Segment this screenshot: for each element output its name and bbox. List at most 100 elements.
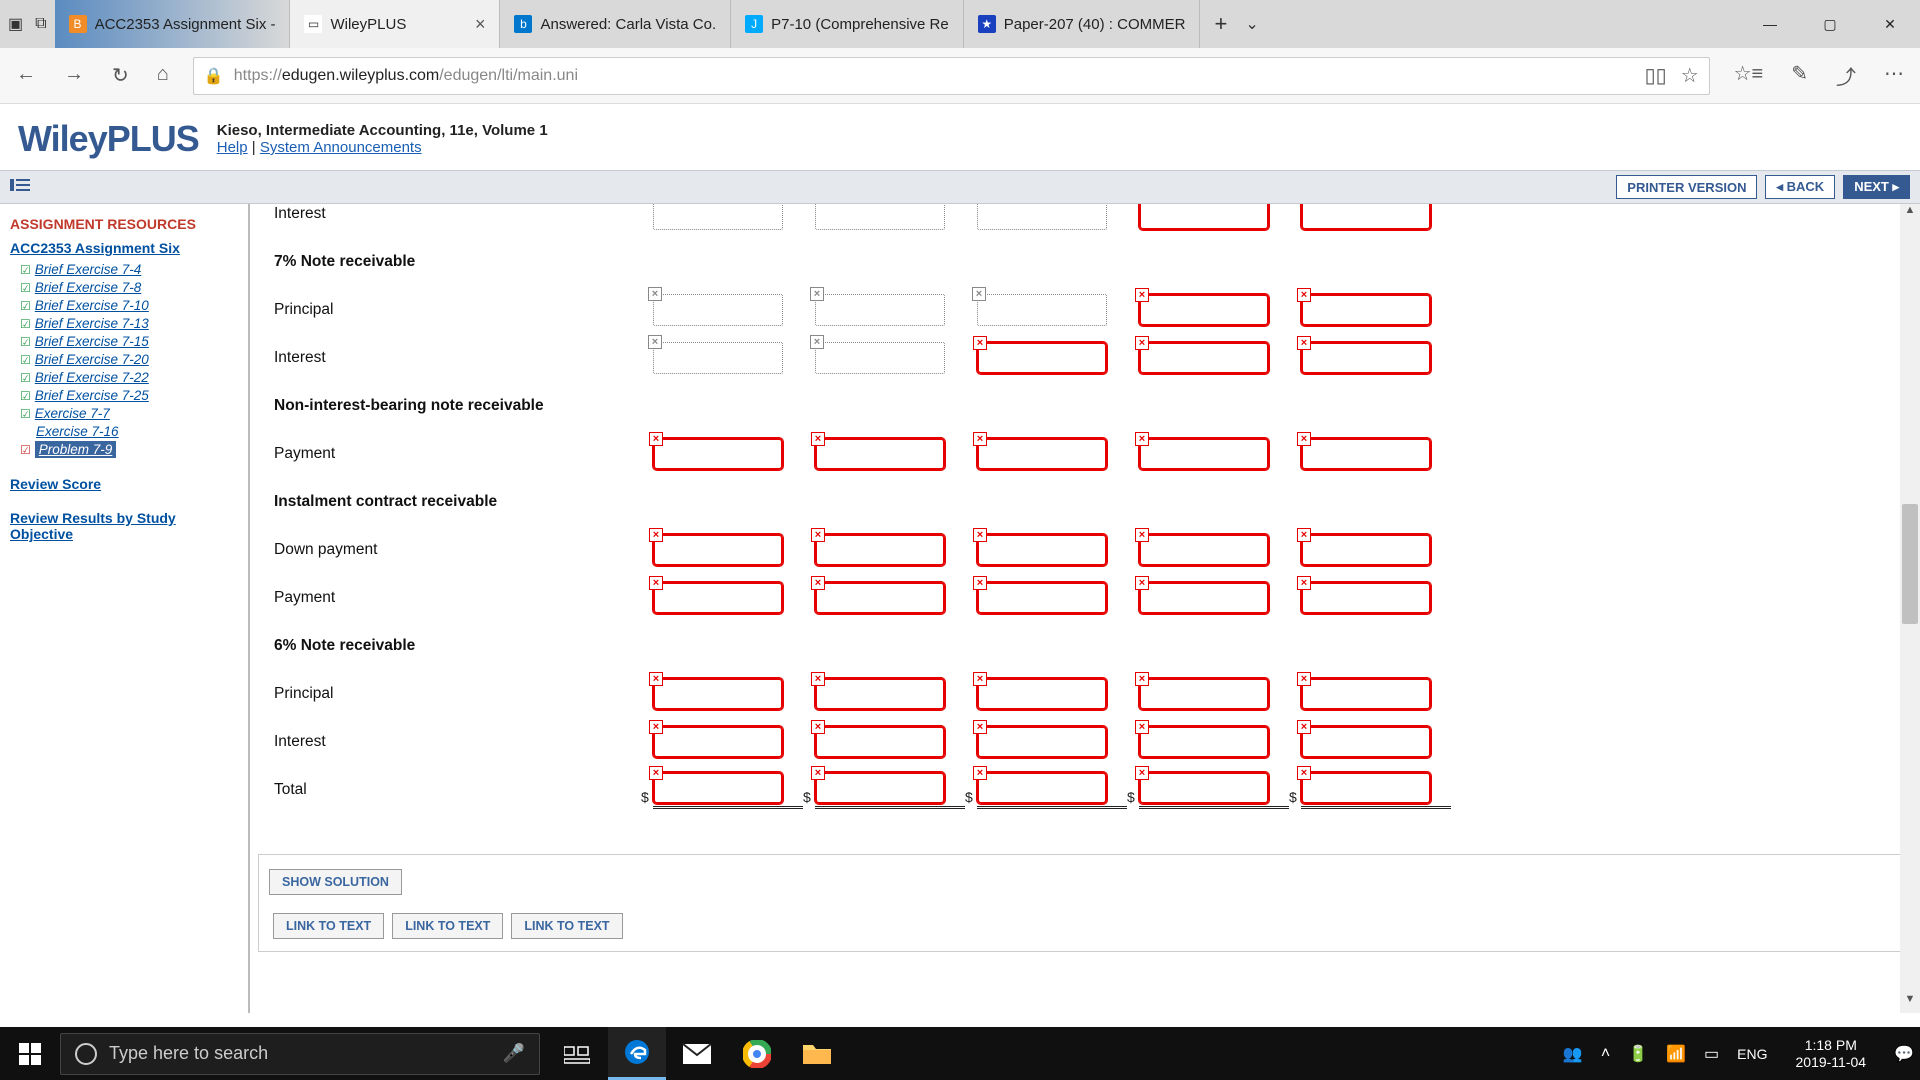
new-tab-icon[interactable]: + [1214,11,1227,37]
tab-preview-icon[interactable]: ⧉ [35,15,46,33]
input-cell[interactable]: × [1139,582,1269,614]
browser-tab[interactable]: JP7-10 (Comprehensive Re [731,0,964,48]
sidebar-item-link[interactable]: Exercise 7-7 [35,406,110,421]
input-cell[interactable]: × [1301,534,1431,566]
share-icon[interactable]: ⤴ [1836,61,1856,90]
wifi-icon[interactable]: 📶 [1666,1044,1686,1064]
battery-icon[interactable]: 🔋 [1628,1044,1648,1064]
input-cell[interactable]: × [815,678,945,710]
people-icon[interactable]: 👥 [1563,1044,1583,1064]
input-cell[interactable]: × [815,534,945,566]
show-solution-button[interactable]: SHOW SOLUTION [269,869,402,895]
notifications-icon[interactable]: 💬 [1894,1044,1914,1064]
input-cell[interactable]: × [653,342,783,374]
input-cell[interactable]: × [653,772,783,804]
assignment-link[interactable]: ACC2353 Assignment Six [10,240,238,256]
review-results-link[interactable]: Review Results by Study Objective [10,510,238,542]
review-score-link[interactable]: Review Score [10,476,238,492]
input-cell[interactable]: × [815,582,945,614]
forward-icon[interactable]: → [64,63,84,88]
refresh-icon[interactable]: ↻ [112,63,129,88]
tabs-dropdown-icon[interactable]: ⌄ [1245,14,1258,34]
input-cell[interactable] [977,204,1107,230]
input-cell[interactable]: × [1139,534,1269,566]
sidebar-item-link[interactable]: Exercise 7-16 [36,424,119,439]
input-cell[interactable]: × [653,582,783,614]
scroll-thumb[interactable] [1902,504,1918,624]
sidebar-item-link[interactable]: Brief Exercise 7-8 [35,280,142,295]
input-cell[interactable]: × [1139,678,1269,710]
scroll-up-icon[interactable]: ▲ [1900,204,1920,224]
system-announcements-link[interactable]: System Announcements [260,139,422,156]
input-cell[interactable]: × [1139,342,1269,374]
maximize-button[interactable]: ▢ [1800,0,1860,48]
help-link[interactable]: Help [217,139,248,156]
input-cell[interactable]: × [1139,726,1269,758]
minimize-button[interactable]: — [1740,0,1800,48]
input-cell[interactable]: × [977,678,1107,710]
input-cell[interactable]: × [1301,294,1431,326]
link-to-text-2[interactable]: LINK TO TEXT [392,913,503,939]
input-cell[interactable]: × [815,438,945,470]
input-cell[interactable]: × [977,342,1107,374]
tray-up-icon[interactable]: ˄ [1601,1045,1610,1063]
input-cell[interactable]: × [815,294,945,326]
link-to-text-3[interactable]: LINK TO TEXT [511,913,622,939]
input-cell[interactable]: × [977,534,1107,566]
task-view-icon[interactable] [548,1027,606,1080]
input-cell[interactable] [1139,204,1269,230]
sidebar-item-link[interactable]: Brief Exercise 7-13 [35,316,149,331]
sidebar-item-link[interactable]: Brief Exercise 7-20 [35,352,149,367]
tabs-aside-icon[interactable]: ▣ [8,14,23,34]
input-cell[interactable]: × [653,534,783,566]
vertical-scrollbar[interactable]: ▲ ▼ [1900,204,1920,1013]
printer-version-button[interactable]: PRINTER VERSION [1616,175,1757,199]
input-cell[interactable]: × [653,294,783,326]
chrome-app-icon[interactable] [728,1027,786,1080]
more-icon[interactable]: ⋯ [1884,61,1904,90]
link-to-text-1[interactable]: LINK TO TEXT [273,913,384,939]
input-cell[interactable]: × [1139,294,1269,326]
input-cell[interactable] [815,204,945,230]
input-cell[interactable]: × [1301,726,1431,758]
reading-view-icon[interactable]: ▯▯ [1645,63,1667,88]
language-indicator[interactable]: ENG [1737,1046,1767,1062]
input-cell[interactable]: × [653,678,783,710]
sidebar-item-link[interactable]: Brief Exercise 7-15 [35,334,149,349]
edge-app-icon[interactable] [608,1027,666,1080]
favorite-icon[interactable]: ☆ [1681,63,1699,88]
input-cell[interactable]: × [977,582,1107,614]
scroll-down-icon[interactable]: ▼ [1900,993,1920,1013]
favorites-list-icon[interactable]: ☆≡ [1734,61,1764,90]
sidebar-item-link[interactable]: Brief Exercise 7-10 [35,298,149,313]
close-window-button[interactable]: ✕ [1860,0,1920,48]
action-center-icon[interactable]: ▭ [1704,1044,1719,1064]
sidebar-item-link[interactable]: Problem 7-9 [35,441,117,458]
input-cell[interactable]: × [1301,772,1431,804]
input-cell[interactable]: × [1301,342,1431,374]
browser-tab[interactable]: BACC2353 Assignment Six - [55,0,291,48]
notes-icon[interactable]: ✎ [1791,61,1808,90]
browser-tab[interactable]: ★Paper-207 (40) : COMMER [964,0,1201,48]
input-cell[interactable]: × [815,726,945,758]
toggle-sidebar-icon[interactable] [10,177,30,197]
input-cell[interactable] [653,204,783,230]
browser-tab[interactable]: bAnswered: Carla Vista Co. [500,0,731,48]
input-cell[interactable]: × [815,342,945,374]
taskbar-search[interactable]: Type here to search 🎤 [60,1033,540,1075]
input-cell[interactable]: × [653,438,783,470]
browser-tab[interactable]: ▭WileyPLUS× [290,0,500,48]
sidebar-item-link[interactable]: Brief Exercise 7-22 [35,370,149,385]
input-cell[interactable]: × [653,726,783,758]
input-cell[interactable]: × [977,726,1107,758]
input-cell[interactable]: × [1139,772,1269,804]
input-cell[interactable] [1301,204,1431,230]
sidebar-item-link[interactable]: Brief Exercise 7-4 [35,262,142,277]
input-cell[interactable]: × [977,438,1107,470]
address-bar[interactable]: 🔒 https://edugen.wileyplus.com/edugen/lt… [193,57,1710,95]
input-cell[interactable]: × [1301,678,1431,710]
input-cell[interactable]: × [1139,438,1269,470]
input-cell[interactable]: × [1301,438,1431,470]
input-cell[interactable]: × [977,772,1107,804]
start-button[interactable] [0,1027,60,1080]
